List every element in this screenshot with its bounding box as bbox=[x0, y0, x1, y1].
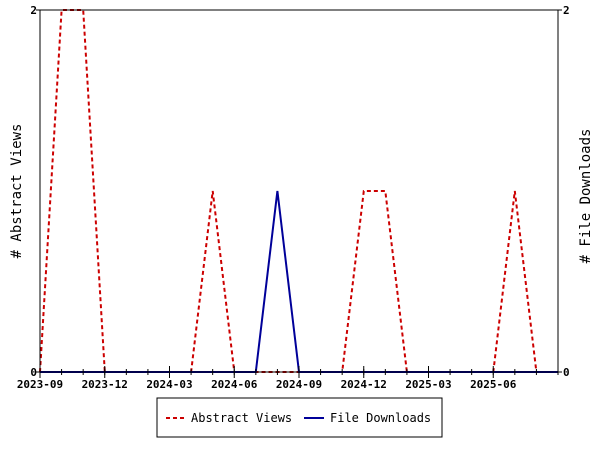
x-tick-label: 2024-03 bbox=[146, 378, 192, 391]
x-tick-label: 2023-09 bbox=[17, 378, 63, 391]
x-tick-label: 2024-12 bbox=[341, 378, 387, 391]
x-tick-label: 2023-12 bbox=[82, 378, 128, 391]
series-line-abstract-views bbox=[39, 9, 558, 373]
x-tick-label: 2025-03 bbox=[405, 378, 451, 391]
right-tick-label: 0 bbox=[563, 366, 570, 379]
legend-label-file-downloads: File Downloads bbox=[330, 411, 431, 425]
left-tick-label: 0 bbox=[30, 366, 37, 379]
legend-box bbox=[156, 397, 443, 438]
x-tick-label: 2024-09 bbox=[276, 378, 322, 391]
right-axis-title: # File Downloads bbox=[578, 129, 594, 264]
left-tick-label: 2 bbox=[30, 4, 37, 17]
x-tick-label: 2024-06 bbox=[211, 378, 258, 391]
right-tick-label: 2 bbox=[563, 4, 570, 17]
ticks-layer: 2023-09 2023-12 2024-03 2024-06 2024-09 2024-… bbox=[17, 4, 570, 391]
plot-frame bbox=[39, 9, 559, 373]
legend: Abstract Views File Downloads bbox=[156, 397, 443, 438]
x-tick-label: 2025-06 bbox=[470, 378, 517, 391]
left-axis-title: # Abstract Views bbox=[9, 124, 25, 259]
series-line-file-downloads bbox=[40, 190, 558, 373]
series-layer bbox=[39, 9, 558, 373]
legend-label-abstract-views: Abstract Views bbox=[191, 411, 292, 425]
